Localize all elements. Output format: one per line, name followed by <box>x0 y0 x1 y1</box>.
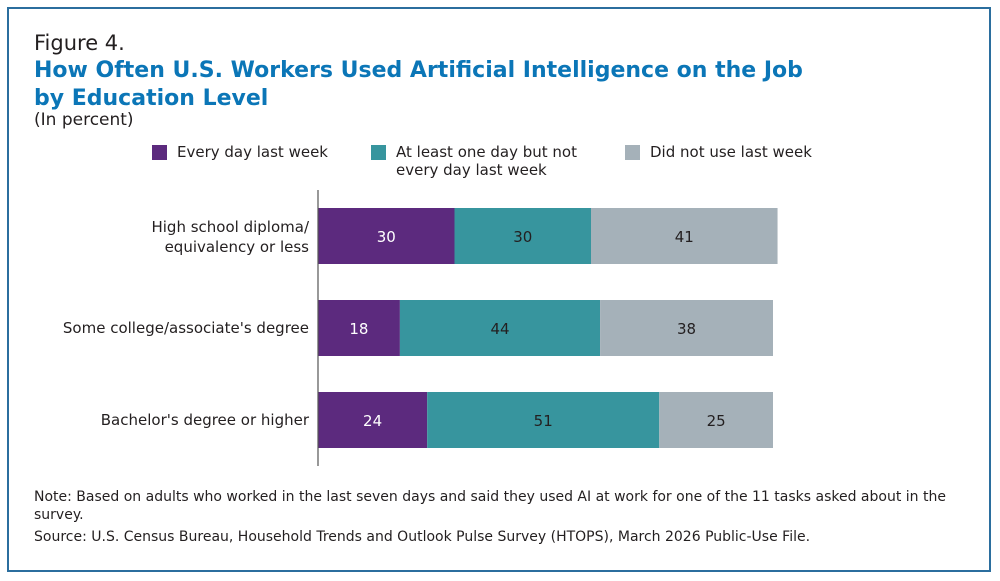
data-label: 41 <box>675 228 694 246</box>
figure-label: Figure 4. <box>34 31 125 55</box>
legend-label-did-not-use: Did not use last week <box>650 143 812 161</box>
legend-label-every-day: Every day last week <box>177 143 328 161</box>
legend-swatch-did-not-use <box>625 145 640 160</box>
legend-item-did-not-use: Did not use last week <box>625 143 812 161</box>
data-label: 18 <box>349 320 368 338</box>
legend-swatch-every-day <box>152 145 167 160</box>
chart-title: How Often U.S. Workers Used Artificial I… <box>34 58 803 111</box>
legend-label-some-days: At least one day but not every day last … <box>396 143 577 179</box>
bar-segment <box>427 392 660 448</box>
source-text: Source: U.S. Census Bureau, Household Tr… <box>34 529 811 545</box>
bar-segment <box>659 392 773 448</box>
legend: Every day last week At least one day but… <box>0 143 1000 183</box>
data-label: 30 <box>377 228 396 246</box>
data-label: 30 <box>513 228 532 246</box>
note-text: Note: Based on adults who worked in the … <box>34 489 946 523</box>
bar-segment <box>318 208 455 264</box>
bar-segment <box>399 300 601 356</box>
legend-item-some-days: At least one day but not every day last … <box>371 143 601 179</box>
legend-swatch-some-days <box>371 145 386 160</box>
bar-segment <box>600 300 773 356</box>
chart-subtitle: (In percent) <box>34 110 134 130</box>
figure-frame <box>7 7 991 572</box>
category-label: High school diploma/equivalency or less <box>151 218 309 256</box>
bar-segment <box>454 208 591 264</box>
category-label: Some college/associate's degree <box>63 319 309 337</box>
bar-chart: High school diploma/equivalency or less 3… <box>63 190 778 466</box>
data-label: 51 <box>534 412 553 430</box>
footnotes: Note: Based on adults who worked in the … <box>34 488 964 550</box>
data-label: 38 <box>677 320 696 338</box>
data-label: 25 <box>707 412 726 430</box>
category-label: Bachelor's degree or higher <box>101 411 310 429</box>
legend-item-every-day: Every day last week <box>152 143 328 161</box>
bar-segment <box>591 208 778 264</box>
bar-segment <box>318 392 428 448</box>
data-label: 44 <box>490 320 509 338</box>
bar-segment <box>318 300 400 356</box>
data-label: 24 <box>363 412 382 430</box>
